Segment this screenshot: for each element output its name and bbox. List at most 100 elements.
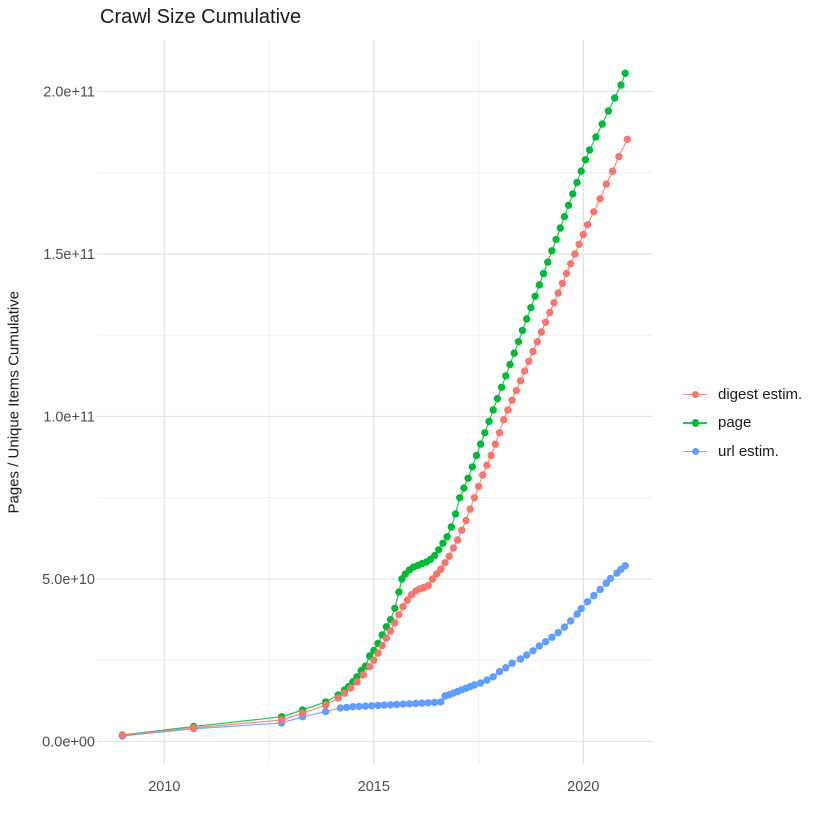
- data-point: [342, 703, 351, 712]
- data-point: [621, 69, 629, 78]
- data-point: [395, 588, 403, 596]
- data-point: [623, 135, 631, 143]
- data-point: [449, 544, 458, 552]
- data-point: [497, 383, 506, 391]
- data-point: [403, 596, 411, 604]
- data-point: [412, 699, 420, 708]
- data-point: [428, 575, 437, 583]
- data-point: [441, 559, 449, 567]
- data-point: [502, 372, 510, 380]
- legend-label: url estim.: [718, 442, 779, 460]
- data-point: [386, 701, 395, 709]
- data-point: [554, 628, 562, 637]
- legend-key-digest-estim: [683, 390, 707, 399]
- data-point: [456, 494, 464, 502]
- data-point: [489, 673, 497, 681]
- data-point: [617, 81, 625, 89]
- data-point: [581, 156, 590, 164]
- gridlines-major: [97, 40, 653, 765]
- data-point: [577, 604, 585, 613]
- y-tick-label: 2.0e+11: [43, 85, 95, 101]
- data-point: [535, 642, 543, 650]
- data-point: [520, 367, 529, 375]
- legend-dot-icon: [691, 419, 699, 427]
- data-point: [485, 417, 493, 426]
- legend-dot-icon: [691, 390, 699, 399]
- x-tick-label: 2020: [567, 779, 599, 795]
- y-tick-label: 5.0e+10: [42, 572, 95, 588]
- data-point: [567, 260, 575, 268]
- data-point: [548, 633, 556, 641]
- data-point: [558, 279, 567, 287]
- data-point: [489, 406, 497, 414]
- data-point: [502, 664, 510, 672]
- data-point: [529, 647, 537, 655]
- data-point: [445, 552, 453, 560]
- data-point: [508, 659, 516, 667]
- data-point: [573, 610, 581, 618]
- data-point: [391, 619, 399, 627]
- data-point: [579, 230, 587, 239]
- data-point: [606, 574, 615, 583]
- data-point: [374, 649, 382, 657]
- data-point: [523, 315, 531, 323]
- data-point: [487, 451, 495, 460]
- data-point: [277, 716, 286, 724]
- data-point: [590, 208, 598, 216]
- data-point: [298, 709, 307, 717]
- data-point: [556, 224, 564, 232]
- data-point: [464, 474, 472, 482]
- data-point: [365, 663, 374, 671]
- data-point: [476, 440, 485, 448]
- data-point: [353, 678, 361, 686]
- legend-item-url-estim: url estim.: [683, 437, 802, 466]
- data-point: [470, 494, 479, 502]
- data-point: [562, 269, 571, 278]
- data-point: [564, 201, 573, 209]
- data-point: [359, 671, 367, 679]
- data-point: [508, 396, 516, 404]
- data-point: [483, 676, 491, 684]
- data-point: [439, 539, 447, 547]
- y-tick-label: 1.0e+11: [43, 410, 95, 426]
- tick-labels: 2010 2015 2020 0.0e+00 5.0e+10 1.0e+11 1.5e+11…: [42, 85, 599, 796]
- series-url-estim-: [118, 562, 629, 740]
- data-point: [527, 303, 535, 312]
- data-point: [537, 328, 546, 336]
- data-point: [552, 235, 560, 244]
- data-point: [506, 360, 514, 369]
- data-point: [353, 673, 361, 681]
- data-point: [546, 308, 554, 317]
- data-point: [554, 289, 562, 297]
- data-point: [432, 570, 441, 578]
- data-point: [535, 281, 543, 289]
- data-point: [424, 581, 432, 590]
- data-point: [435, 546, 443, 554]
- data-point: [466, 505, 474, 513]
- data-point: [495, 667, 504, 676]
- data-point: [550, 299, 558, 307]
- chart-title: Crawl Size Cumulative: [100, 6, 302, 28]
- data-point: [621, 562, 629, 570]
- data-point: [378, 641, 386, 650]
- data-point: [476, 679, 485, 687]
- data-point: [495, 429, 504, 437]
- data-point: [544, 258, 552, 266]
- data-point: [451, 510, 460, 518]
- data-point: [370, 656, 378, 664]
- data-point: [504, 406, 512, 414]
- data-point: [321, 707, 330, 716]
- data-point: [577, 167, 585, 175]
- data-point: [585, 146, 594, 154]
- data-point: [533, 338, 541, 346]
- data-point: [382, 634, 391, 642]
- gridlines-minor: [97, 40, 653, 765]
- data-point: [321, 701, 330, 709]
- data-point: [602, 180, 610, 188]
- data-point: [529, 347, 537, 356]
- data-point: [189, 724, 198, 732]
- data-point: [611, 94, 619, 102]
- data-point: [512, 386, 520, 395]
- data-point: [569, 190, 577, 198]
- data-point: [393, 700, 401, 709]
